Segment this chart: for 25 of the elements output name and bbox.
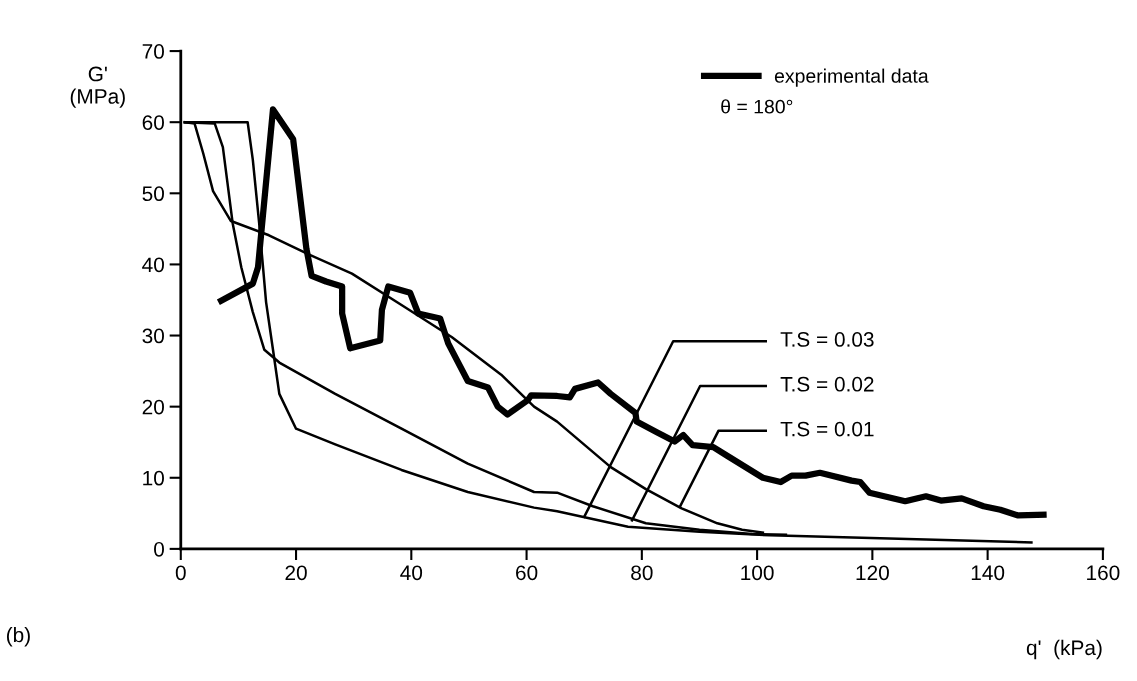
annotation: T.S = 0.03: [780, 332, 874, 347]
y-tick-label: 60: [142, 115, 164, 130]
x-tick-label: 80: [631, 565, 653, 581]
x-tick-label: 60: [516, 565, 538, 581]
annotation: T.S = 0.01: [780, 421, 874, 437]
y-tick-label: 10: [143, 470, 164, 486]
y-tick-label: 20: [142, 399, 164, 415]
y-tick-label: 0: [154, 541, 164, 557]
x-tick-label: 160: [1087, 565, 1120, 581]
x-tick-label: 100: [741, 565, 774, 581]
y-tick-label: 70: [142, 44, 164, 59]
y-axis-title: G' (MPa): [70, 66, 125, 108]
annotation: T.S = 0.02: [780, 376, 874, 392]
legend-label: experimental data: [774, 68, 929, 87]
y-tick-label: 40: [142, 257, 164, 273]
x-tick-label: 140: [971, 565, 1005, 581]
x-axis-title: q' (kPa): [1026, 639, 1102, 660]
annotation: θ = 180°: [721, 99, 793, 114]
x-tick-label: 0: [175, 565, 186, 581]
text: (b): [6, 627, 30, 647]
x-tick-label: 40: [400, 565, 423, 581]
x-tick-label: 120: [856, 565, 889, 581]
x-tick-label: 20: [285, 565, 307, 581]
y-tick-label: 50: [142, 186, 164, 202]
y-tick-label: 30: [142, 328, 164, 344]
